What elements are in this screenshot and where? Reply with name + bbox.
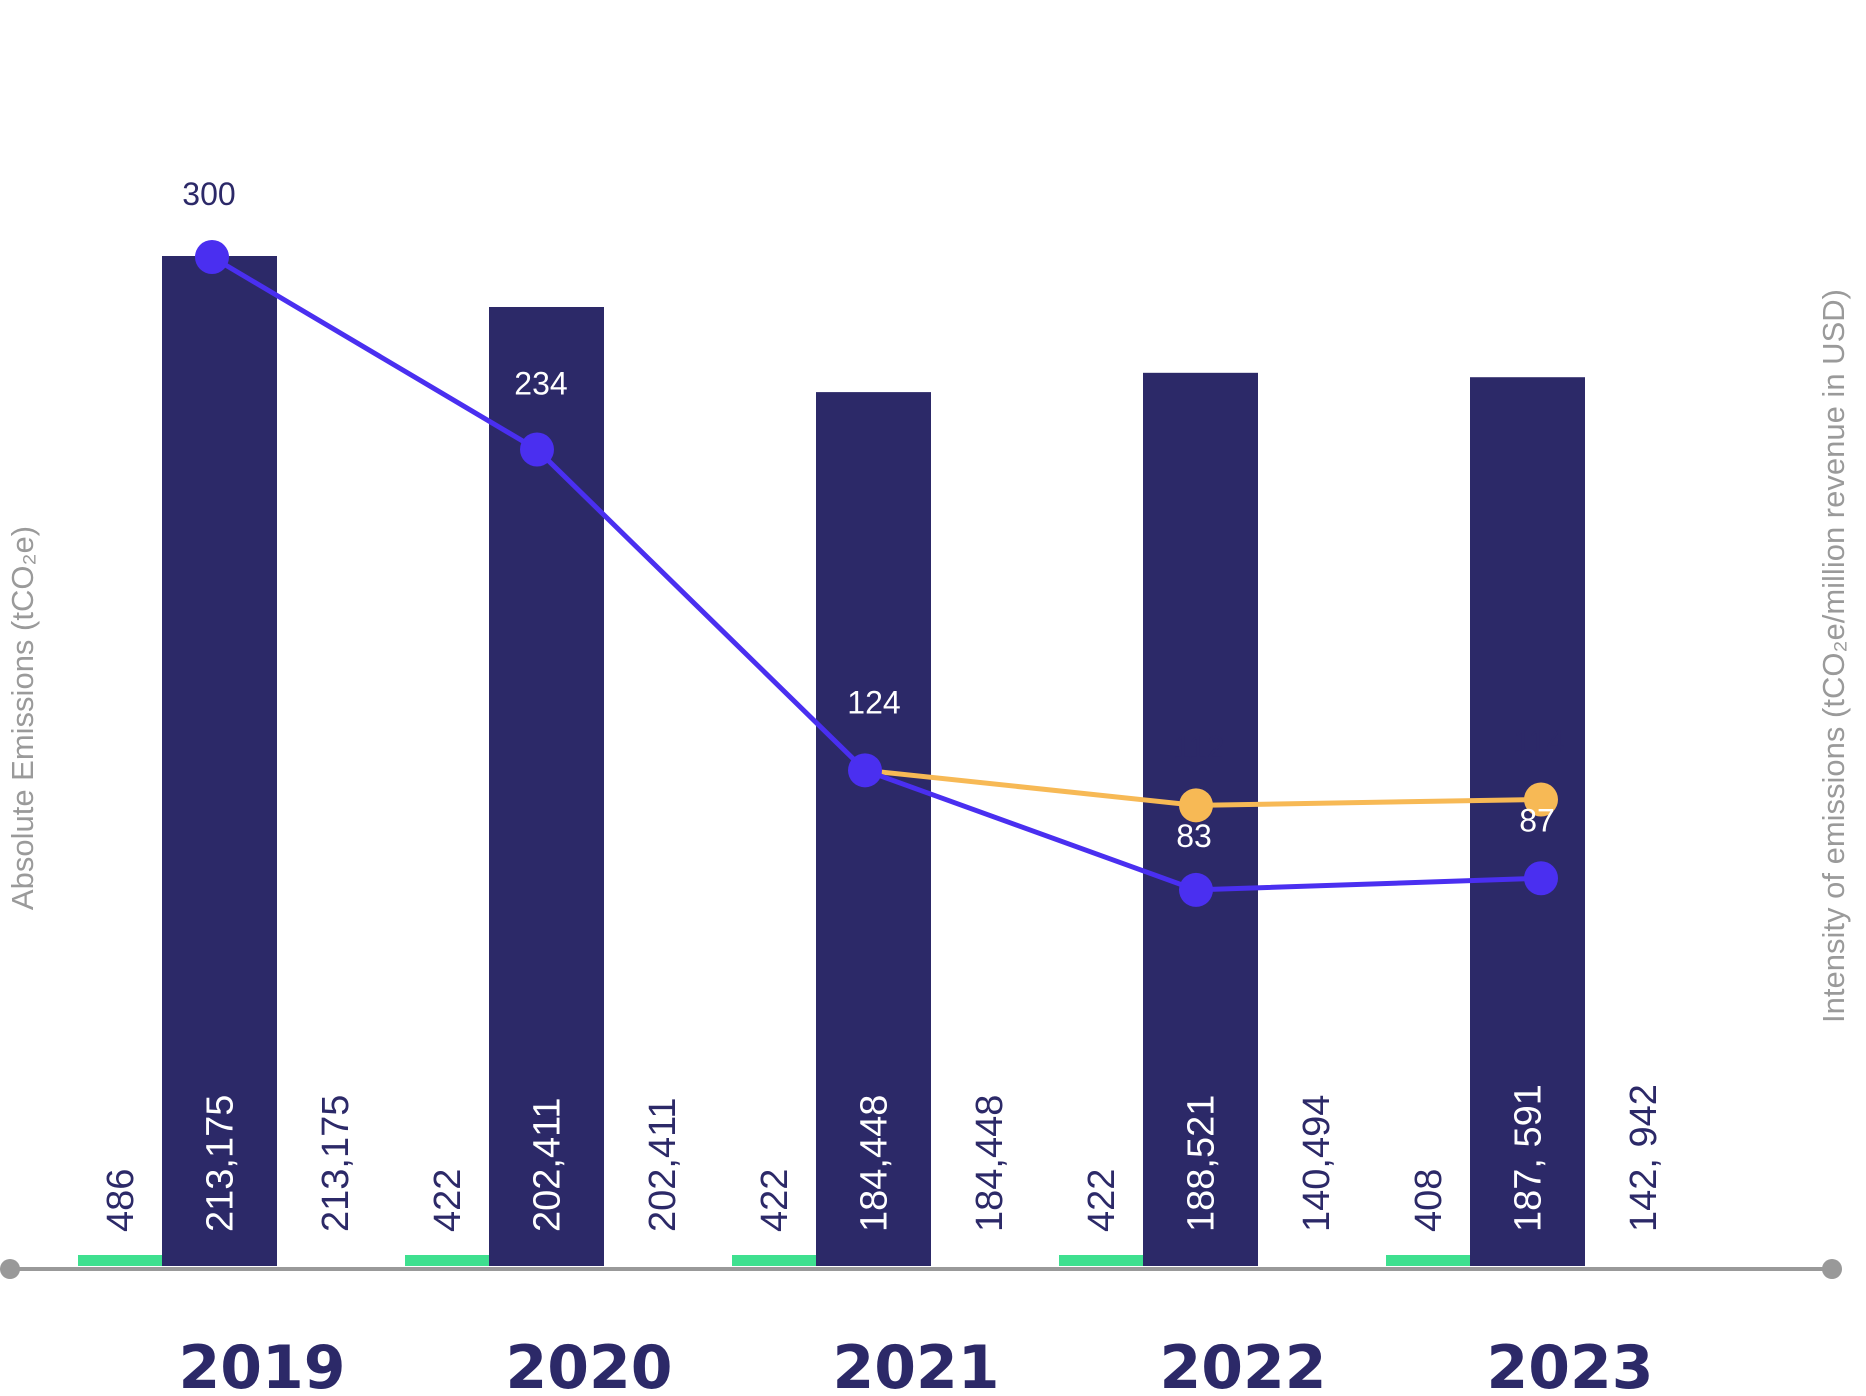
blue-point-2022 bbox=[1179, 872, 1213, 907]
blue-point-label-2019: 300 bbox=[182, 176, 235, 212]
bar-green-2019 bbox=[78, 1255, 162, 1266]
year-label-2020: 2020 bbox=[506, 1333, 673, 1396]
orange-point-2023 bbox=[1524, 782, 1558, 817]
blue-point-label-2020: 234 bbox=[514, 366, 567, 402]
blue-point-2019 bbox=[195, 240, 229, 274]
y2-axis-title: Intensity of emissions (tCO₂e/million re… bbox=[1816, 289, 1851, 1023]
label-green-2023: 408 bbox=[1408, 1169, 1450, 1232]
orange-point-label-2022: 112 bbox=[1173, 729, 1224, 765]
bar-navy-2020 bbox=[489, 306, 604, 1266]
blue-point-label-2022: 83 bbox=[1176, 818, 1212, 854]
year-label-2019: 2019 bbox=[179, 1333, 346, 1396]
blue-point-2020 bbox=[520, 432, 554, 467]
x-axis-right-endpoint bbox=[1822, 1259, 1842, 1279]
label-third-2021: 184,448 bbox=[969, 1095, 1011, 1232]
bar-navy-2019 bbox=[162, 256, 277, 1266]
label-green-2021: 422 bbox=[754, 1169, 796, 1232]
blue-point-2021 bbox=[848, 753, 882, 788]
bar-navy-2021 bbox=[816, 392, 931, 1266]
blue-point-label-2023: 87 bbox=[1519, 802, 1555, 838]
bar-green-2022 bbox=[1059, 1255, 1143, 1266]
label-navy-2022: 188,521 bbox=[1181, 1095, 1223, 1232]
label-third-2020: 202,411 bbox=[642, 1097, 684, 1232]
label-third-2022: 140,494 bbox=[1296, 1095, 1338, 1232]
bar-green-2021 bbox=[732, 1255, 816, 1266]
label-third-2023: 142, 942 bbox=[1623, 1084, 1665, 1232]
label-third-2019: 213,175 bbox=[315, 1095, 357, 1232]
label-navy-2019: 213,175 bbox=[200, 1095, 242, 1232]
x-axis bbox=[0, 1259, 1842, 1279]
label-navy-2021: 184,448 bbox=[854, 1095, 896, 1232]
year-label-2021: 2021 bbox=[833, 1333, 1000, 1396]
bar-navy-2023 bbox=[1470, 377, 1585, 1266]
label-green-2022: 422 bbox=[1081, 1169, 1123, 1232]
year-label-2023: 2023 bbox=[1487, 1333, 1654, 1396]
label-navy-2020: 202,411 bbox=[527, 1097, 569, 1232]
x-tick-labels: 2019 2020 2021 2022 2023 bbox=[179, 1333, 1654, 1396]
bar-value-labels: 486 213,175 213,175 422 202,411 202,411 422 184… bbox=[100, 1084, 1665, 1232]
bars-layer bbox=[78, 256, 1585, 1266]
orange-point-label-2023: 114 bbox=[1513, 724, 1564, 760]
intensity-lines: 112 114 300 234 124 83 87 bbox=[182, 176, 1565, 907]
label-green-2020: 422 bbox=[427, 1169, 469, 1232]
orange-point-2022 bbox=[1179, 788, 1213, 823]
year-label-2022: 2022 bbox=[1160, 1333, 1327, 1396]
blue-point-label-2021: 124 bbox=[847, 684, 900, 720]
label-green-2019: 486 bbox=[100, 1169, 142, 1232]
label-navy-2023: 187, 591 bbox=[1508, 1084, 1550, 1232]
bar-green-2023 bbox=[1386, 1255, 1470, 1266]
bar-green-2020 bbox=[405, 1255, 489, 1266]
x-axis-left-endpoint bbox=[0, 1259, 20, 1279]
y-axis-title: Absolute Emissions (tCO₂e) bbox=[5, 526, 40, 910]
blue-point-2023 bbox=[1524, 861, 1558, 896]
